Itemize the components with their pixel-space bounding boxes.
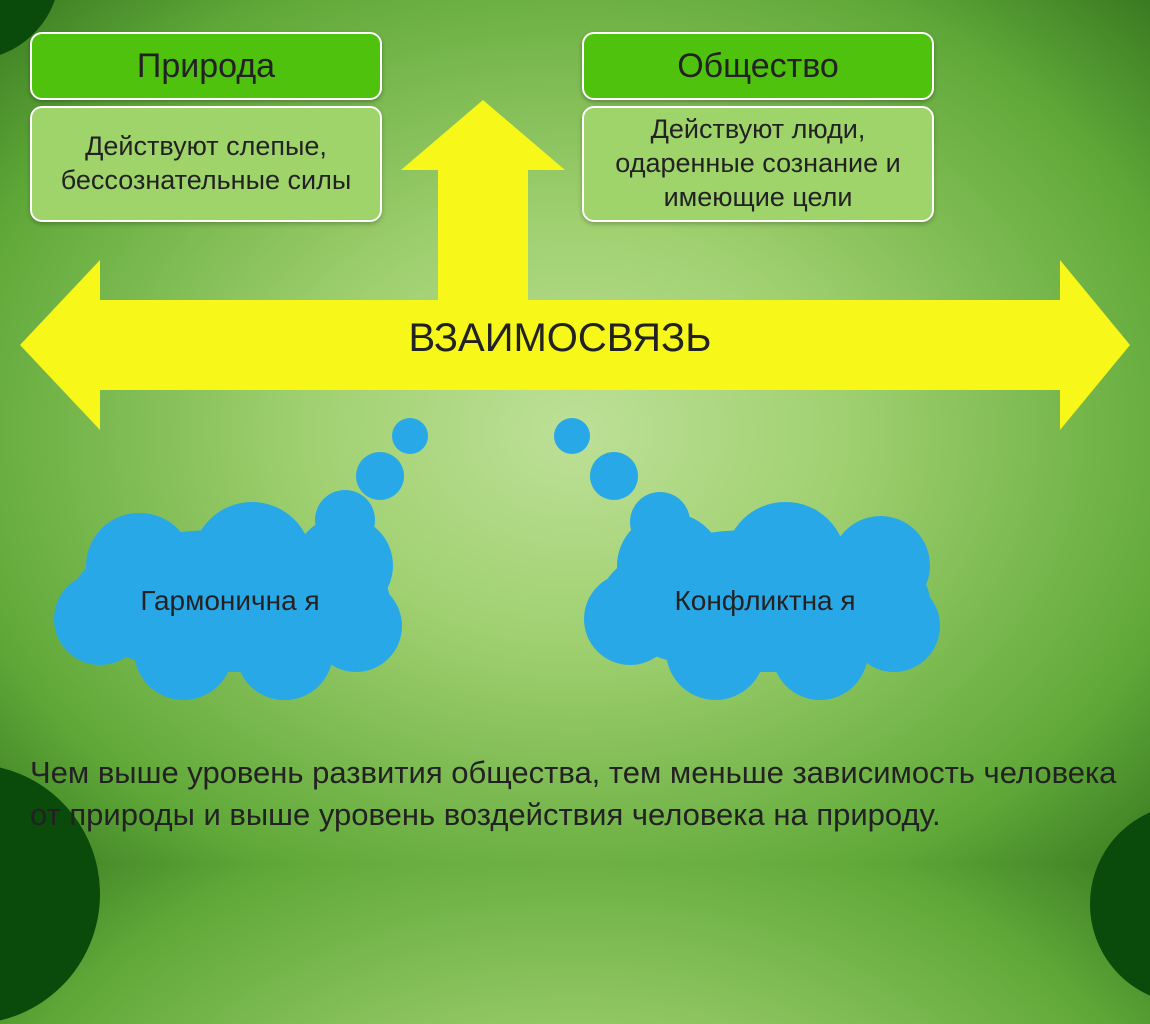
cloud-conflict-text: Конфликтна я: [674, 585, 855, 617]
footer-caption: Чем выше уровень развития общества, тем …: [30, 752, 1120, 836]
relation-label: ВЗАИМОСВЯЗЬ: [350, 316, 770, 361]
cloud-trail-dot: [554, 418, 590, 454]
cloud-trail-dot: [392, 418, 428, 454]
cloud-harmonious-text: Гармонична я: [140, 585, 319, 617]
cloud-harmonious: Гармонична я: [70, 530, 390, 672]
nature-header-text: Природа: [137, 47, 275, 86]
nature-sub-text: Действуют слепые, бессознательные силы: [44, 130, 368, 198]
society-header: Общество: [582, 32, 934, 100]
society-sub: Действуют люди, одаренные сознание и име…: [582, 106, 934, 222]
nature-header: Природа: [30, 32, 382, 100]
society-header-text: Общество: [677, 47, 839, 86]
nature-sub: Действуют слепые, бессознательные силы: [30, 106, 382, 222]
footer-caption-text: Чем выше уровень развития общества, тем …: [30, 755, 1116, 832]
society-sub-text: Действуют люди, одаренные сознание и име…: [596, 113, 920, 214]
cloud-trail-dot: [356, 452, 404, 500]
relation-label-text: ВЗАИМОСВЯЗЬ: [409, 316, 712, 360]
cloud-conflict: Конфликтна я: [600, 530, 930, 672]
cloud-trail-dot: [590, 452, 638, 500]
